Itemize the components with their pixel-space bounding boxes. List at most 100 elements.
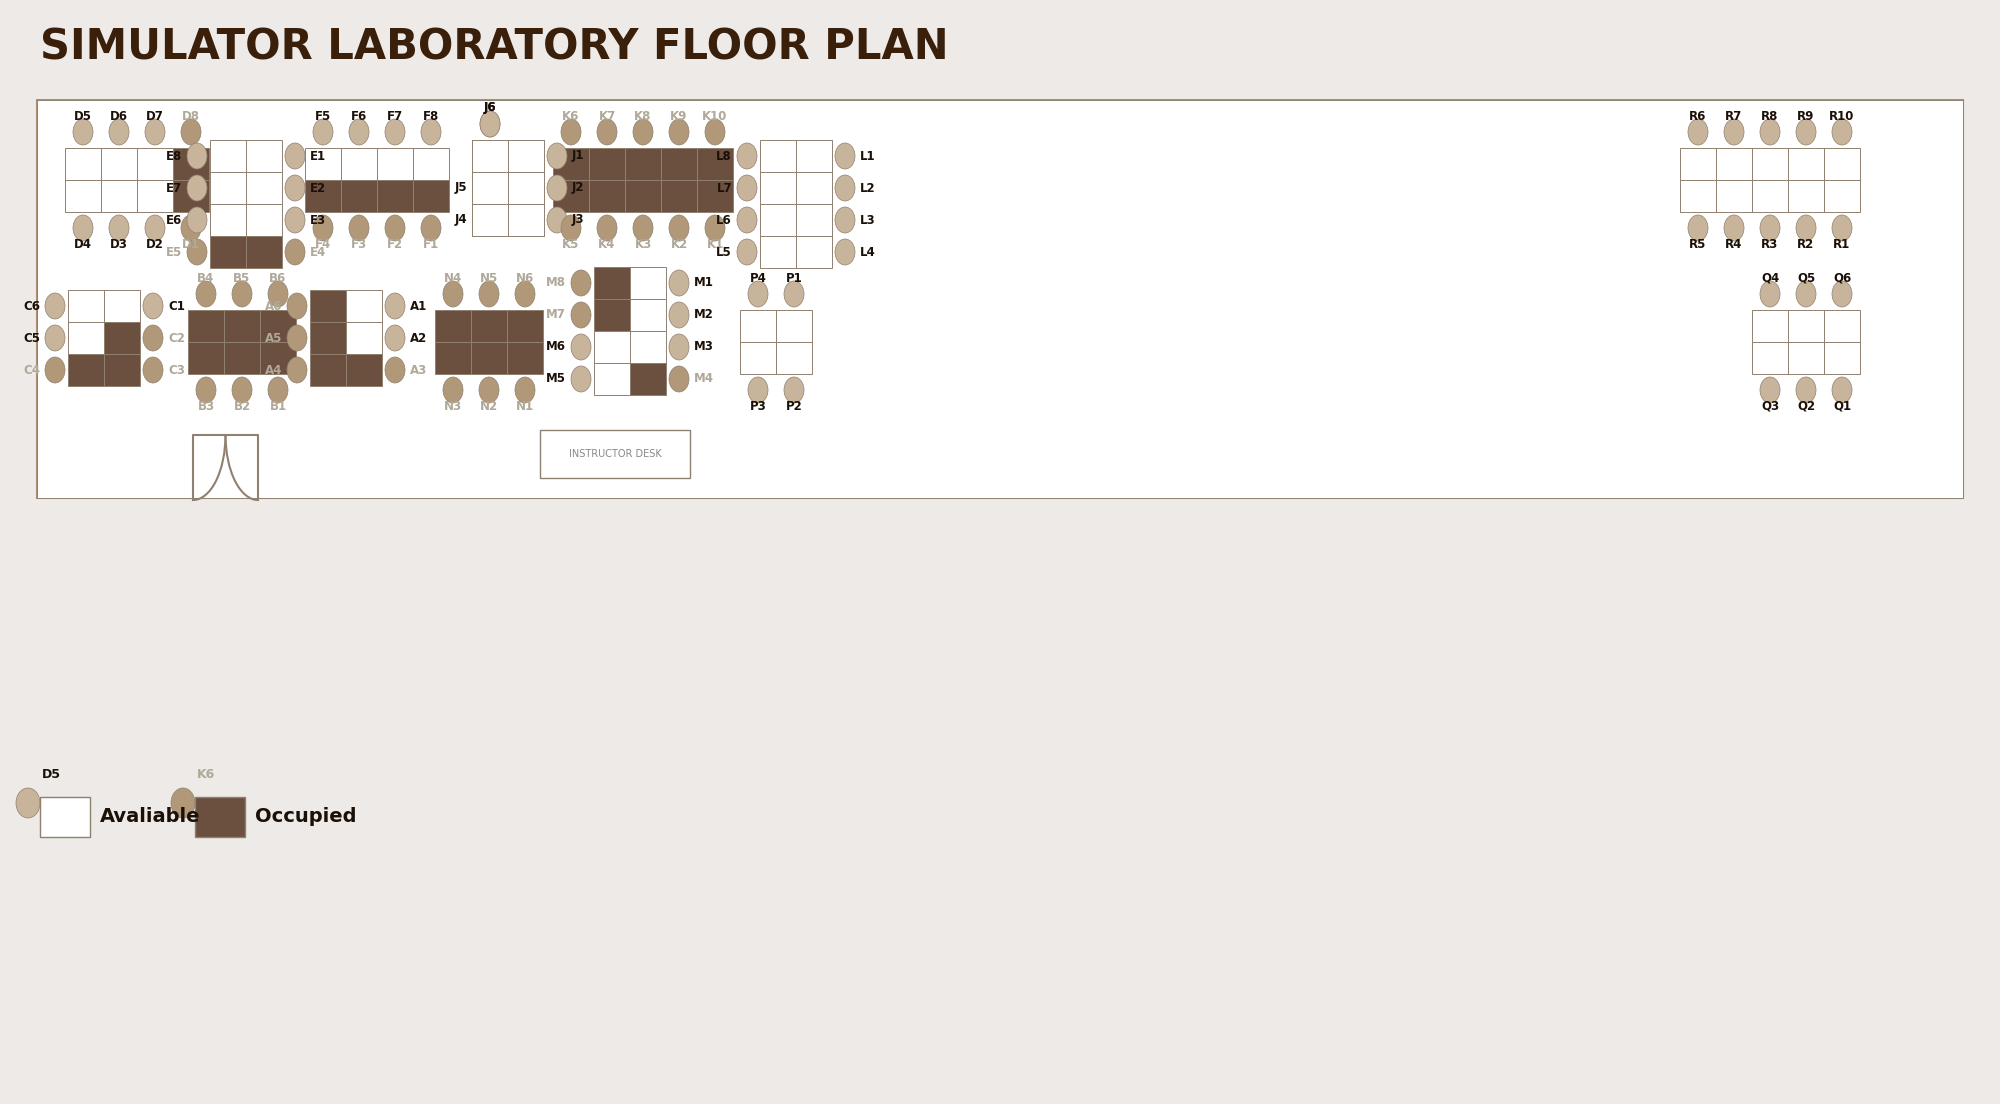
- Bar: [188, 342, 224, 374]
- Bar: [540, 429, 690, 478]
- Text: C2: C2: [168, 331, 184, 344]
- Ellipse shape: [286, 144, 304, 169]
- Ellipse shape: [1796, 376, 1816, 403]
- Text: B5: B5: [234, 272, 250, 285]
- Text: D8: D8: [182, 109, 200, 123]
- Bar: [472, 140, 508, 172]
- Ellipse shape: [632, 215, 652, 241]
- Ellipse shape: [44, 293, 64, 319]
- Ellipse shape: [44, 357, 64, 383]
- Text: K4: K4: [598, 237, 616, 251]
- Ellipse shape: [384, 357, 404, 383]
- Ellipse shape: [704, 119, 724, 145]
- Ellipse shape: [108, 215, 128, 241]
- Bar: [174, 148, 208, 180]
- Text: K2: K2: [670, 237, 688, 251]
- Ellipse shape: [704, 215, 724, 241]
- Text: C3: C3: [168, 363, 184, 376]
- Ellipse shape: [748, 376, 768, 403]
- Ellipse shape: [108, 119, 128, 145]
- Ellipse shape: [312, 215, 332, 241]
- Bar: [100, 180, 136, 212]
- Ellipse shape: [188, 176, 208, 201]
- Text: R2: R2: [1798, 237, 1814, 251]
- Bar: [1752, 310, 1788, 342]
- Text: M3: M3: [694, 340, 714, 353]
- Ellipse shape: [572, 270, 592, 296]
- Bar: [760, 172, 796, 204]
- Ellipse shape: [188, 144, 208, 169]
- Bar: [472, 310, 508, 342]
- Text: Occupied: Occupied: [256, 807, 356, 827]
- Bar: [624, 148, 660, 180]
- Ellipse shape: [180, 215, 200, 241]
- Text: P1: P1: [786, 272, 802, 285]
- Text: N6: N6: [516, 272, 534, 285]
- Text: R8: R8: [1762, 109, 1778, 123]
- Bar: [508, 172, 544, 204]
- Text: R5: R5: [1690, 237, 1706, 251]
- Bar: [136, 180, 174, 212]
- Text: N3: N3: [444, 400, 462, 413]
- Bar: [796, 140, 832, 172]
- Text: N2: N2: [480, 400, 498, 413]
- Bar: [776, 342, 812, 374]
- Ellipse shape: [1760, 282, 1780, 307]
- Text: D2: D2: [146, 237, 164, 251]
- Text: R1: R1: [1834, 237, 1850, 251]
- Bar: [1680, 180, 1716, 212]
- Text: E6: E6: [166, 213, 182, 226]
- Ellipse shape: [480, 112, 500, 137]
- Bar: [436, 310, 472, 342]
- Bar: [1752, 180, 1788, 212]
- Ellipse shape: [72, 215, 92, 241]
- Text: A6: A6: [264, 299, 282, 312]
- Text: A1: A1: [410, 299, 428, 312]
- Bar: [340, 180, 376, 212]
- Text: A4: A4: [264, 363, 282, 376]
- Bar: [246, 140, 282, 172]
- Ellipse shape: [668, 270, 688, 296]
- Text: C4: C4: [24, 363, 40, 376]
- Bar: [246, 236, 282, 268]
- Text: D5: D5: [74, 109, 92, 123]
- Bar: [508, 204, 544, 236]
- Text: R7: R7: [1726, 109, 1742, 123]
- Ellipse shape: [350, 119, 368, 145]
- Text: D4: D4: [74, 237, 92, 251]
- Bar: [100, 148, 136, 180]
- Text: N5: N5: [480, 272, 498, 285]
- Ellipse shape: [1688, 119, 1708, 145]
- Text: J5: J5: [454, 181, 468, 194]
- Ellipse shape: [384, 215, 404, 241]
- Bar: [304, 180, 340, 212]
- Text: B6: B6: [270, 272, 286, 285]
- Text: P3: P3: [750, 400, 766, 413]
- Text: Q2: Q2: [1796, 400, 1816, 413]
- Ellipse shape: [288, 325, 308, 351]
- Text: E3: E3: [310, 213, 326, 226]
- Bar: [346, 322, 382, 354]
- Ellipse shape: [596, 215, 616, 241]
- Bar: [346, 290, 382, 322]
- Text: N4: N4: [444, 272, 462, 285]
- Bar: [304, 148, 340, 180]
- Ellipse shape: [516, 376, 536, 403]
- Ellipse shape: [736, 144, 756, 169]
- Text: K6: K6: [562, 109, 580, 123]
- Text: R3: R3: [1762, 237, 1778, 251]
- Text: J6: J6: [484, 102, 496, 115]
- Bar: [796, 204, 832, 236]
- Text: M5: M5: [546, 372, 566, 385]
- Bar: [660, 180, 698, 212]
- Text: Q4: Q4: [1760, 272, 1780, 285]
- Bar: [40, 797, 90, 837]
- Ellipse shape: [196, 376, 216, 403]
- Bar: [508, 140, 544, 172]
- Text: B1: B1: [270, 400, 286, 413]
- Ellipse shape: [1760, 119, 1780, 145]
- Ellipse shape: [268, 282, 288, 307]
- Ellipse shape: [144, 215, 164, 241]
- Text: L8: L8: [716, 149, 732, 162]
- Bar: [508, 342, 544, 374]
